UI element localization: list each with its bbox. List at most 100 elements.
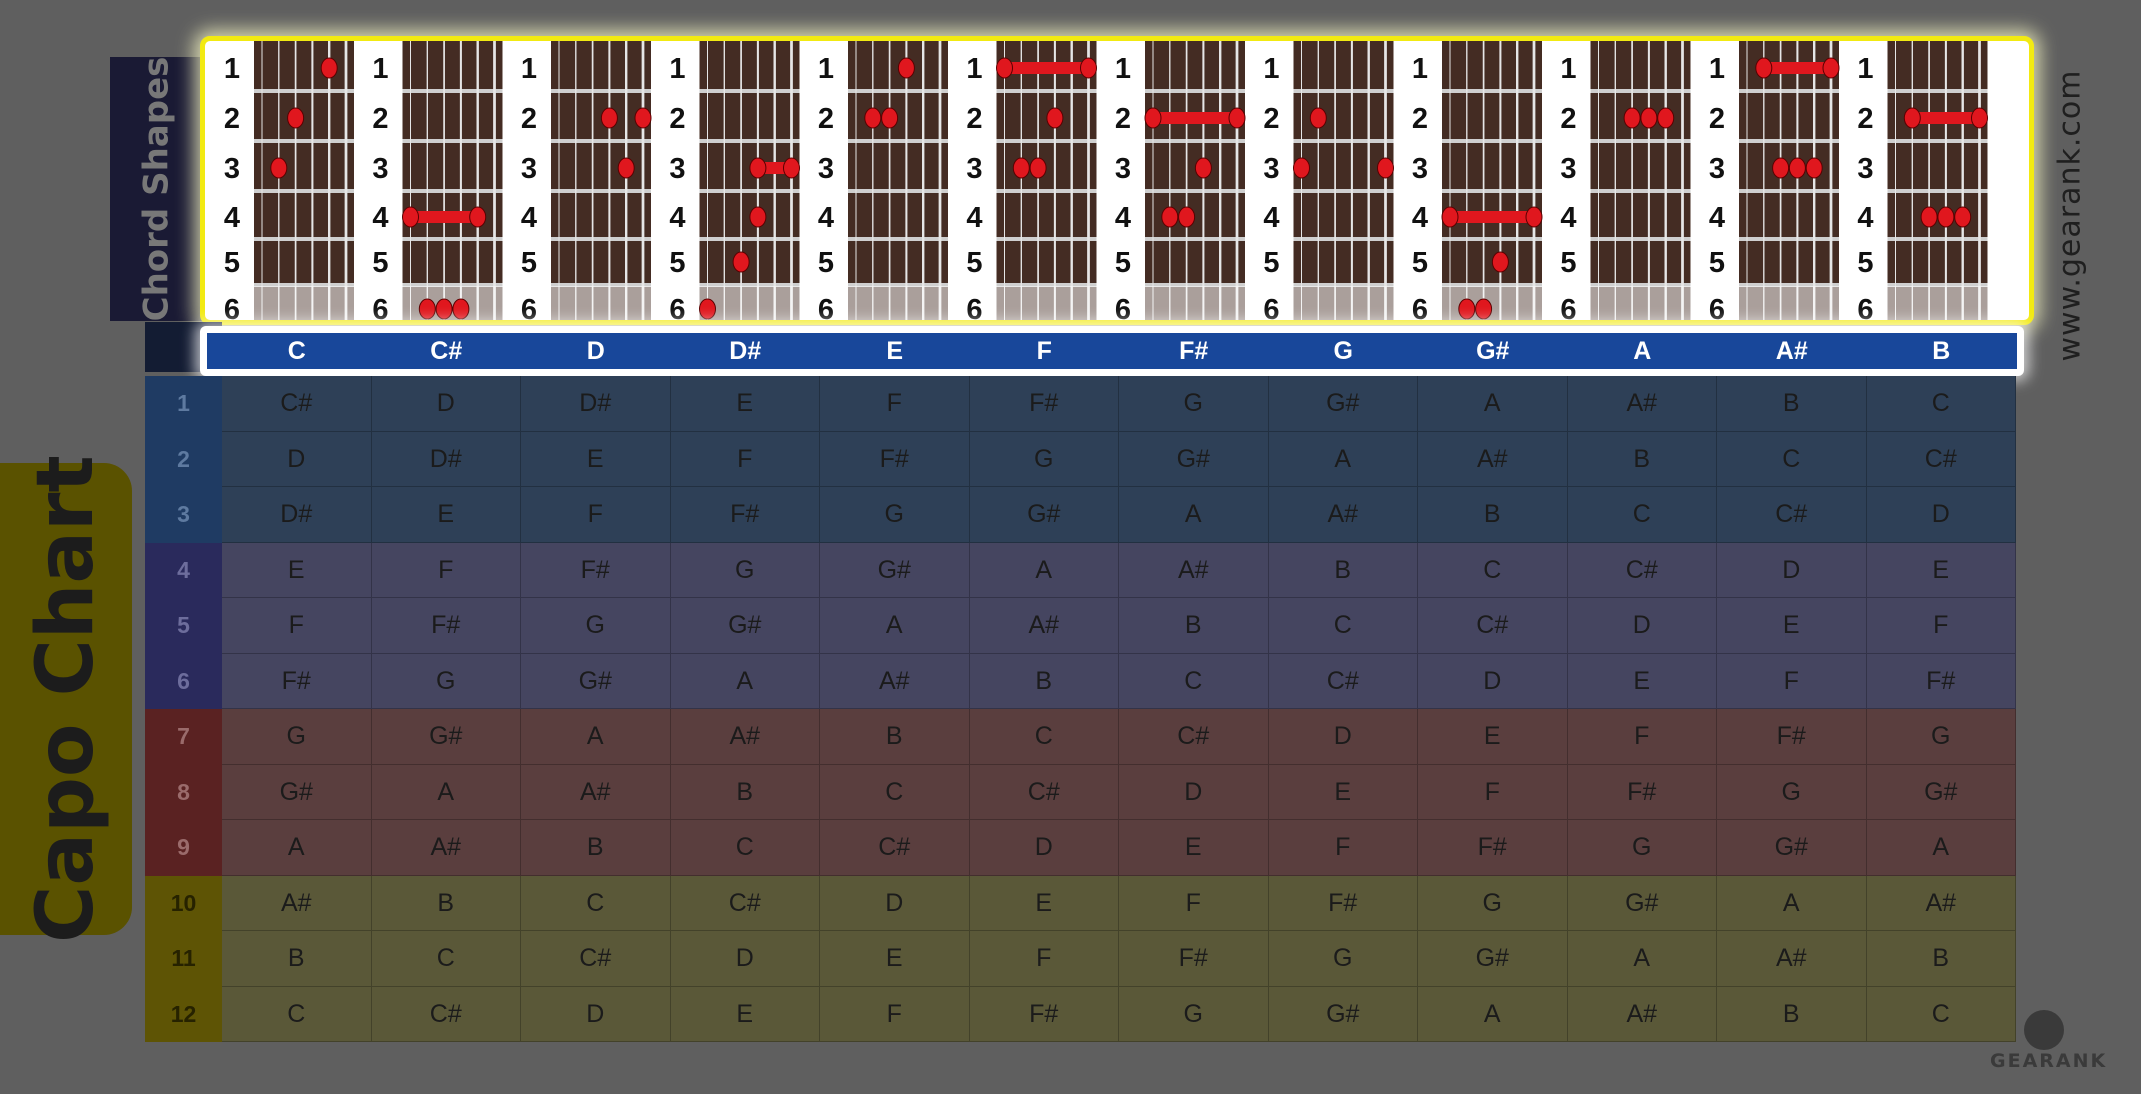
fretboard-grain [1442,41,1542,320]
capo-cell: F [820,376,970,432]
fret-number: 3 [1263,153,1279,185]
capo-cell: F [820,986,970,1042]
fret-wire [1590,139,1691,143]
fret-number: 3 [966,153,982,185]
fret-number: 2 [372,103,388,135]
capo-cell: A [1268,431,1418,487]
capo-cell: A [820,598,970,654]
chord-shapes-diagrams: 1 2 3 4 5 6 1 2 3 4 5 6 1 2 3 4 5 6 1 2 3 4 5 6 1 2 3 4 5 6 1 2 3 4 5 6 1 2 3 4… [224,41,1988,320]
capo-cell: C [1119,653,1269,709]
capo-cell: D [1866,487,2016,543]
fretboard [254,41,354,320]
finger-dot [1029,157,1047,179]
capo-cell: C# [820,820,970,876]
capo-cell: F# [820,431,970,487]
capo-cell: D [1567,598,1717,654]
capo-cell: F# [1418,820,1568,876]
chord-column-header: G [1333,337,1353,365]
capo-cell: C [371,931,521,987]
finger-dot [1458,298,1476,320]
finger-dot [1309,107,1327,129]
fret-number: 4 [372,202,388,234]
finger-dot [452,298,470,320]
fret-number: 4 [521,202,537,234]
capo-cell: B [521,820,671,876]
capo-cell: G [371,653,521,709]
fret-number: 1 [224,53,240,85]
fret-wire [699,237,800,241]
fret-number: 2 [669,103,685,135]
fret-number: 4 [1263,202,1279,234]
capo-cell: C# [371,986,521,1042]
chord-column-header: D [586,337,605,365]
capo-cell: B [1119,598,1269,654]
capo-cell: D [1119,764,1269,820]
capo-cell: A [1567,931,1717,987]
barre-bar [410,211,478,223]
fret-number: 1 [1709,53,1725,85]
chord-column-header: F# [1179,337,1209,365]
capo-cell: C [1418,542,1568,598]
capo-cell: D [969,820,1119,876]
capo-cell: A# [1119,542,1269,598]
capo-fret-label: 10 [145,875,222,931]
finger-dot [749,206,767,228]
fret-wire [1442,237,1542,241]
fretboard [1145,41,1245,320]
finger-dot [996,57,1013,79]
finger-dot [418,298,436,320]
capo-fret-label: 3 [145,487,222,543]
finger-dot [1623,107,1641,129]
chord-column-header: C [287,337,306,365]
finger-dot [1228,107,1246,129]
capo-cell: F [1119,875,1269,931]
fret-wire [996,139,1097,143]
barre-bar [757,162,792,174]
finger-dot [1920,206,1938,228]
fret-wire [1887,189,1988,193]
fret-wire [254,139,354,143]
fret-number: 5 [1857,247,1873,279]
fret-wire [1739,237,1839,241]
capo-cell: B [1717,376,1867,432]
fret-number: 1 [1263,53,1279,85]
capo-cell: G [1567,820,1717,876]
capo-cell: C [222,986,372,1042]
fretboard-grain [551,41,651,320]
fret-number: 2 [1412,103,1428,135]
chord-shapes-title: Chord Shapes [136,56,177,322]
fret-number: 1 [1560,53,1576,85]
capo-cell: G [1119,376,1269,432]
finger-dot [1194,157,1212,179]
fret-number: 6 [1857,294,1873,320]
capo-cell: B [1567,431,1717,487]
fretboard-grain [1590,41,1691,320]
fret-wire [1293,139,1394,143]
finger-dot [749,157,767,179]
capo-cell: B [371,875,521,931]
capo-cell: C [820,764,970,820]
fret-number: 2 [966,103,982,135]
finger-dot [287,107,305,129]
capo-fret-label: 7 [145,709,222,765]
fret-number: 1 [1115,53,1131,85]
capo-cell: G# [969,487,1119,543]
fretboard-grain [1145,41,1245,320]
chord-header-row: C C# D D# E F F# G G# A A# B [200,326,2024,376]
finger-dot [1475,298,1493,320]
fret-number: 2 [224,103,240,135]
fretboard-fade [551,286,651,320]
capo-cell: G# [1418,931,1568,987]
fretboard-fade [254,286,354,320]
capo-cell: A# [1567,986,1717,1042]
capo-cell: C# [1866,431,2016,487]
capo-cell: C# [969,764,1119,820]
capo-cell: C [521,875,671,931]
fretboard [1590,41,1691,320]
finger-dot [1293,157,1310,179]
website-url: www.gearank.com [2052,69,2088,361]
capo-cell: F [371,542,521,598]
capo-fret-label: 2 [145,431,222,487]
fretboard-fade [402,286,503,320]
chord-column-header: D# [729,337,762,365]
